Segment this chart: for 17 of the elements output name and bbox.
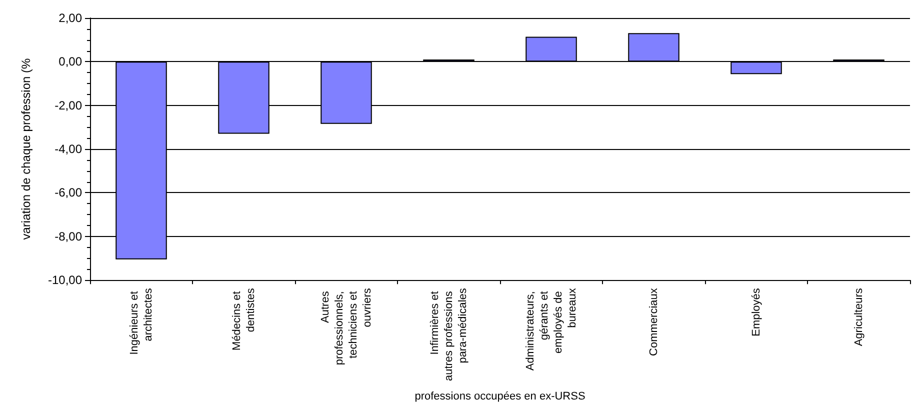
x-tick-label: Administrateurs, gérants et employés de bureaux: [524, 288, 578, 371]
x-tick-label: Agriculteurs: [852, 288, 865, 346]
y-tick-label: -8,00: [54, 229, 82, 244]
y-tick-label: -2,00: [54, 98, 82, 112]
x-tick-label: Commerciaux: [648, 288, 660, 356]
y-tick-label: 0,00: [58, 54, 82, 69]
x-tick-label: Autres professionnels, techniciens et ouvriers: [319, 288, 374, 366]
x-axis-title: professions occupées en ex-URSS: [414, 390, 586, 402]
y-tick-label: -10,00: [48, 273, 82, 288]
y-tick-label: 2,00: [58, 11, 82, 25]
y-tick-label: -6,00: [54, 186, 82, 200]
x-tick-label: Médecins et dentistes: [230, 288, 257, 350]
y-tick-label: -4,00: [54, 142, 82, 156]
x-tick-label: Ingénieurs et architectes: [128, 288, 154, 355]
x-tick-label: Employés: [750, 288, 762, 336]
y-axis-title: variation de chaque profession (%: [19, 58, 33, 240]
x-tick-label: Infirmières et autres professions para-médicales: [428, 288, 469, 382]
